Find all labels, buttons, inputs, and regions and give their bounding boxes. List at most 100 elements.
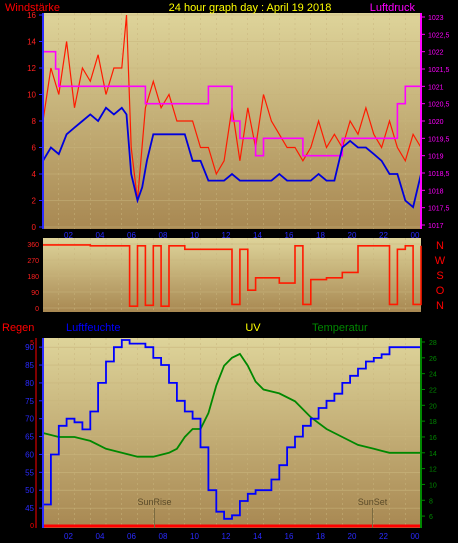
wind-tick-label: 14 [27,38,36,47]
wind-tick-label: 10 [27,91,36,100]
humidity-x-tick-label: 10 [190,532,199,541]
humidity-tick-label: 65 [25,433,34,442]
temperature-tick-label: 22 [429,387,437,394]
direction-letter: W [435,255,446,267]
uv-label: UV [245,322,261,334]
direction-tick-label: 90 [31,290,39,297]
humidity-x-tick-label: 18 [316,532,325,541]
wind-tick-label: 2 [32,197,37,206]
pressure-tick-label: 1020 [428,119,444,126]
wind-tick-label: 12 [27,64,36,73]
pressure-line [43,50,421,157]
temperature-tick-label: 24 [429,372,437,379]
wind-tick-label: 4 [32,170,37,179]
humidity-x-tick-label: 04 [96,532,105,541]
humidity-tick-label: 90 [25,343,34,352]
regen-label: Regen [2,322,34,334]
direction-tick-label: 0 [35,306,39,313]
luftdruck-label: Luftdruck [370,2,416,14]
wind-x-tick-label: 04 [96,231,105,240]
direction-letter: N [436,300,444,312]
direction-letter: N [436,240,444,252]
direction-tick-label: 270 [27,258,39,265]
wind-x-tick-label: 16 [285,231,294,240]
direction-tick-label: 360 [27,242,39,249]
chart-title: 24 hour graph day : April 19 2018 [169,2,332,14]
direction-letter: O [436,285,445,297]
wind-x-tick-label: 00 [411,231,420,240]
pressure-tick-label: 1017 [428,223,444,230]
temperature-tick-label: 18 [429,419,437,426]
temperature-tick-label: 10 [429,482,437,489]
humidity-x-tick-label: 02 [64,532,73,541]
temperature-tick-label: 16 [429,435,437,442]
wind-x-tick-label: 22 [379,231,388,240]
humidity-tick-label: 80 [25,379,34,388]
pressure-tick-label: 1020,5 [428,102,450,109]
pressure-tick-label: 1019,5 [428,136,450,143]
pressure-tick-label: 1018 [428,188,444,195]
direction-panel: 0 90 180 270 360 [27,238,422,313]
temperature-tick-label: 12 [429,467,437,474]
humidity-tick-label: 45 [25,504,34,513]
wind-x-tick-label: 12 [222,231,231,240]
humidity-tick-label: 75 [25,397,34,406]
direction-letter: S [436,270,443,282]
humidity-tick-label: 60 [25,450,34,459]
humidity-x-tick-label: 00 [411,532,420,541]
humidity-line [43,339,422,520]
pressure-tick-label: 1022 [428,50,444,57]
wind-x-tick-label: 06 [127,231,136,240]
wind-x-tick-label: 10 [190,231,199,240]
wind-panel: 0 2 4 6 8 10 12 14 16 1017 1017,5 1018 1018,5 1019 10… [27,11,449,232]
humidity-tick-label: 70 [25,415,34,424]
windstaerke-label: Windstärke [5,2,60,14]
humidity-x-tick-label: 16 [285,532,294,541]
wind-tick-label: 16 [27,11,36,20]
rain-tick-label: 5 [30,340,34,347]
pressure-tick-label: 1021 [428,84,444,91]
sunset-label: SunSet [358,497,388,507]
temperature-tick-label: 28 [429,340,437,347]
humidity-x-tick-label: 20 [348,532,357,541]
speed-line [42,106,422,209]
humidity-temperature-panel: SunRise SunSet 45 50 55 60 65 70 75 80 85 90 0 5 6 8 1… [25,338,437,530]
humidity-x-tick-label: 08 [159,532,168,541]
temperatur-label: Temperatur [312,322,368,334]
temperature-line [42,352,421,458]
pressure-tick-label: 1019 [428,154,444,161]
pressure-tick-label: 1021,5 [428,67,450,74]
wind-x-tick-label: 18 [316,231,325,240]
wind-x-tick-label: 14 [253,231,262,240]
wind-x-tick-label: 08 [159,231,168,240]
pressure-tick-label: 1022,5 [428,32,450,39]
temperature-tick-label: 6 [429,514,433,521]
wind-tick-label: 0 [32,223,37,232]
humidity-x-tick-label: 06 [127,532,136,541]
gust-line [42,14,422,201]
temperature-tick-label: 8 [429,498,433,505]
temperature-tick-label: 14 [429,451,437,458]
pressure-tick-label: 1018,5 [428,171,450,178]
pressure-tick-label: 1017,5 [428,206,450,213]
sunrise-label: SunRise [137,497,171,507]
humidity-tick-label: 55 [25,468,34,477]
wind-x-tick-label: 02 [64,231,73,240]
humidity-x-tick-label: 22 [379,532,388,541]
rain-tick-label: 0 [30,523,34,530]
wind-x-tick-label: 20 [348,231,357,240]
wind-tick-label: 6 [32,144,37,153]
wind-tick-label: 8 [32,117,37,126]
temperature-tick-label: 26 [429,356,437,363]
temperature-tick-label: 20 [429,403,437,410]
direction-line [43,244,422,308]
direction-tick-label: 180 [27,274,39,281]
humidity-tick-label: 50 [25,486,34,495]
pressure-tick-label: 1023 [428,15,444,22]
humidity-x-tick-label: 12 [222,532,231,541]
humidity-tick-label: 85 [25,361,34,370]
luftfeuchte-label: Luftfeuchte [66,322,120,334]
humidity-x-tick-label: 14 [253,532,262,541]
